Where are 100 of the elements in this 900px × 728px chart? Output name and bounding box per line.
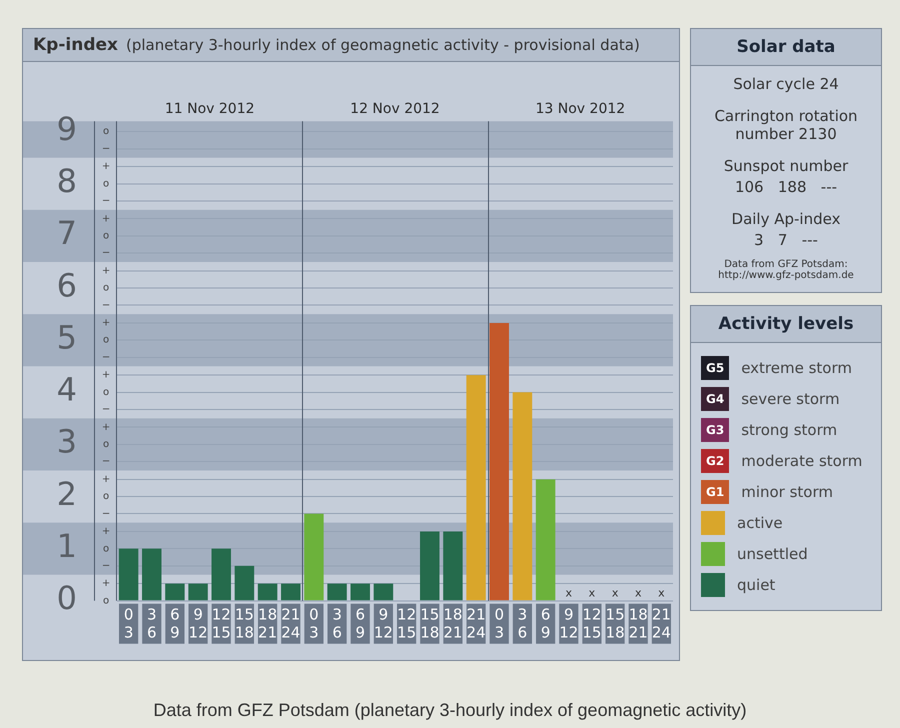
- chart-subtitle: (planetary 3-hourly index of geomagnetic activity - provisional data): [126, 36, 640, 54]
- x-tick-label: 15 18: [606, 606, 625, 642]
- x-tick-label: 9 12: [188, 606, 208, 642]
- x-tick-label: 21 24: [466, 606, 486, 642]
- bar: [234, 566, 254, 600]
- text: o: [102, 439, 110, 450]
- bar: [212, 548, 231, 600]
- x-tick-label: 21 24: [652, 606, 671, 642]
- legend-label: quiet: [737, 576, 776, 594]
- bar: [118, 548, 138, 600]
- bar: [327, 584, 347, 600]
- text: o: [102, 126, 110, 138]
- x-tick-label: 3 6: [518, 606, 528, 642]
- y-tick-label: 0: [56, 579, 77, 618]
- legend-label: active: [737, 514, 783, 532]
- text: +: [102, 370, 110, 381]
- text: −: [102, 300, 110, 311]
- text: o: [102, 230, 110, 242]
- bar: [258, 584, 278, 600]
- bar: [350, 584, 370, 600]
- text: o: [102, 178, 110, 190]
- text: +: [102, 474, 110, 485]
- text: x: [658, 586, 665, 600]
- y-tick-label: 3: [56, 422, 77, 461]
- text: Solar cycle 24: [732, 75, 840, 93]
- bar: [188, 584, 208, 600]
- text: o: [102, 491, 110, 502]
- x-tick-label: 18 21: [628, 606, 648, 642]
- x-tick-label: 12 15: [212, 606, 231, 642]
- x-tick-label: 18 21: [258, 606, 278, 642]
- x-tick-label: 15 18: [234, 606, 254, 642]
- x-tick-label: 6 9: [170, 606, 180, 642]
- bar: [466, 375, 486, 600]
- text: −: [102, 560, 110, 572]
- text: −: [102, 196, 110, 207]
- text: −: [102, 404, 110, 416]
- text: 3 7 ---: [753, 231, 819, 249]
- text: 106 188 ---: [734, 178, 838, 196]
- text: −: [102, 456, 110, 468]
- x-tick-label: 15 18: [420, 606, 440, 642]
- text: Solar data: [691, 29, 881, 66]
- y-tick-label: 1: [56, 526, 77, 565]
- text: Data from GFZ Potsdam: http://www.gfz-potsdam.de: [717, 259, 855, 281]
- text: Carrington rotation number 2130: [713, 107, 859, 143]
- x-tick-label: 6 9: [540, 606, 550, 642]
- legend-title: Activity levels: [691, 306, 881, 343]
- x-tick-label: 12 15: [397, 606, 416, 642]
- bar: [443, 531, 463, 600]
- x-tick-label: 0 3: [124, 606, 134, 642]
- bar: [490, 322, 509, 600]
- text: +: [102, 578, 110, 590]
- text: +: [102, 213, 110, 224]
- text: o: [102, 386, 110, 398]
- text: G2 moderate storm: [706, 452, 862, 470]
- text: G4 severe storm: [706, 390, 840, 408]
- x-tick-label: 12 15: [582, 606, 602, 642]
- bar: [281, 584, 300, 600]
- x-tick-label: 21 24: [281, 606, 300, 642]
- x-tick-label: 3 6: [146, 606, 157, 642]
- bar: [536, 479, 556, 600]
- text: 11 Nov 2012: [164, 100, 254, 117]
- y-tick-label: 9: [56, 110, 77, 148]
- text: G3 strong storm: [706, 421, 838, 439]
- text: +: [102, 318, 110, 329]
- y-tick-label: 8: [56, 162, 77, 200]
- text: x: [612, 586, 618, 600]
- y-tick-label: 4: [56, 370, 77, 409]
- bar: [142, 548, 162, 600]
- text: 13 Nov 2012: [535, 100, 626, 117]
- y-tick-label: 2: [56, 474, 77, 513]
- text: Data from GFZ Potsdam (planetary 3-hourly index of geomagnetic activity): [152, 700, 748, 721]
- text: G1 minor storm: [706, 483, 833, 501]
- text: G5 extreme storm: [706, 359, 852, 377]
- text: o: [102, 282, 110, 294]
- text: x: [634, 586, 642, 600]
- text: o: [102, 595, 110, 606]
- text: −: [102, 248, 110, 259]
- x-tick-label: 18 21: [443, 606, 462, 642]
- text: +: [102, 526, 110, 538]
- x-tick-label: 9 12: [559, 606, 578, 642]
- y-tick-label: 5: [56, 318, 77, 356]
- text: x: [588, 586, 596, 600]
- x-tick-label: 9 12: [374, 606, 393, 642]
- chart-title: Kp-index: [33, 35, 118, 55]
- text: o: [102, 543, 110, 554]
- bar: [420, 531, 440, 600]
- text: x: [565, 586, 572, 600]
- text: −: [102, 352, 110, 363]
- text: Daily Ap-index: [730, 210, 842, 228]
- bar: [512, 392, 532, 600]
- text: Sunspot number: [722, 157, 850, 175]
- text: −: [102, 143, 110, 154]
- legend-label: unsettled: [737, 545, 808, 563]
- text: 12 Nov 2012: [350, 100, 440, 117]
- text: −: [102, 508, 110, 520]
- x-tick-label: 3 6: [332, 606, 342, 642]
- bar: [374, 584, 394, 600]
- text: +: [102, 422, 110, 433]
- text: o: [102, 334, 110, 346]
- y-tick-label: 7: [56, 214, 77, 252]
